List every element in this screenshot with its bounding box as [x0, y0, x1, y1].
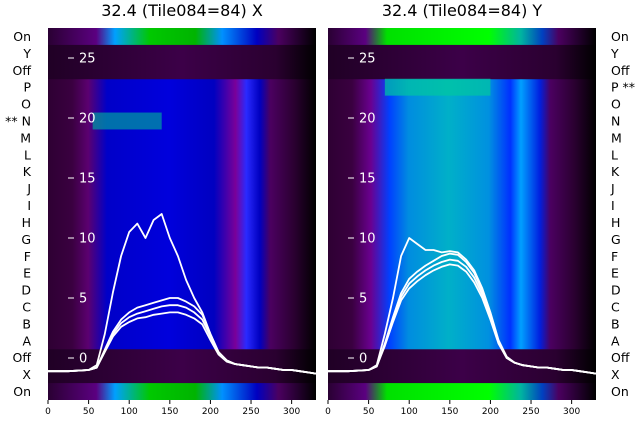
xtick-label-y-300: 300 — [563, 407, 580, 417]
xtick-label-y-0: 0 — [325, 407, 331, 417]
ytick-label-x-0: 0 — [79, 352, 87, 367]
row-label-left: On — [13, 384, 31, 399]
row-label-right: On — [611, 29, 629, 44]
row-label-left: On — [13, 29, 31, 44]
band-on-bottom-x — [48, 383, 316, 400]
row-label-left: G — [21, 232, 31, 247]
ytick-label-y-20: 20 — [359, 112, 376, 127]
band-on-bottom-y — [328, 383, 596, 400]
row-label-right: K — [611, 164, 620, 179]
row-label-left: B — [22, 316, 31, 331]
row-label-right: On — [611, 384, 629, 399]
ytick-label-x-15: 15 — [79, 172, 96, 187]
row-label-left: Off — [13, 350, 32, 365]
xtick-label-y-150: 150 — [441, 407, 458, 417]
xtick-label-x-200: 200 — [202, 407, 219, 417]
row-label-left: ** N — [5, 114, 31, 129]
row-label-left: P — [23, 80, 31, 95]
xtick-label-y-250: 250 — [522, 407, 539, 417]
ytick-label-y-10: 10 — [359, 232, 376, 247]
row-label-right: C — [611, 300, 620, 315]
xtick-label-y-200: 200 — [482, 407, 499, 417]
row-label-left: K — [23, 164, 32, 179]
ytick-label-y-25: 25 — [359, 52, 376, 67]
band-off-bottom-y — [328, 349, 596, 367]
row-label-right: A — [611, 333, 620, 348]
ytick-label-x-10: 10 — [79, 232, 96, 247]
row-label-right: O — [611, 97, 621, 112]
row-label-right: Y — [610, 46, 619, 61]
band-on-top-x — [48, 28, 316, 46]
row-label-right: D — [611, 283, 621, 298]
row-label-left: H — [22, 215, 31, 230]
overlay-curve-x-3 — [48, 213, 316, 375]
row-label-right: F — [611, 249, 618, 264]
band-y-y — [328, 44, 596, 63]
xtick-label-y-50: 50 — [363, 407, 375, 417]
overlay-curve-y-3 — [328, 237, 596, 375]
row-label-left: Y — [22, 46, 31, 61]
xtick-label-x-250: 250 — [242, 407, 259, 417]
band-x-x — [48, 366, 316, 384]
xtick-label-x-100: 100 — [121, 407, 138, 417]
row-label-right: J — [610, 181, 615, 196]
row-label-right: B — [611, 316, 620, 331]
ytick-label-x-20: 20 — [79, 112, 96, 127]
row-label-left: O — [21, 97, 31, 112]
xtick-label-x-0: 0 — [45, 407, 51, 417]
row-label-left: J — [26, 181, 31, 196]
band-off-top-x — [48, 61, 316, 80]
ytick-label-x-5: 5 — [79, 292, 87, 307]
row-label-left: I — [27, 198, 31, 213]
ytick-label-y-5: 5 — [359, 292, 367, 307]
title-y: 32.4 (Tile084=84) Y — [382, 1, 543, 20]
ytick-label-x-25: 25 — [79, 52, 96, 67]
row-label-right: H — [611, 215, 620, 230]
row-label-left: E — [23, 266, 31, 281]
row-label-right: Off — [611, 350, 630, 365]
row-label-left: X — [22, 367, 31, 382]
band-on-top-y — [328, 28, 596, 46]
highlight-row-y — [384, 78, 491, 96]
row-label-left: Off — [13, 63, 32, 78]
row-label-right: P ** — [611, 80, 635, 95]
highlight-row-x — [92, 112, 162, 130]
row-label-right: X — [611, 367, 620, 382]
ytick-label-y-15: 15 — [359, 172, 376, 187]
y-ticks-x: 0 5 10 15 20 25 — [68, 52, 96, 367]
row-label-left: F — [24, 249, 31, 264]
band-off-top-y — [328, 61, 596, 80]
row-label-right: G — [611, 232, 621, 247]
title-x: 32.4 (Tile084=84) X — [101, 1, 263, 20]
band-off-bottom-x — [48, 349, 316, 367]
row-label-left: L — [24, 147, 31, 162]
row-label-right: M — [611, 130, 622, 145]
row-label-right: I — [611, 198, 615, 213]
xtick-label-x-50: 50 — [83, 407, 95, 417]
band-y-x — [48, 44, 316, 63]
x-ticks-y: 0 50 100 150 200 250 300 — [325, 400, 580, 417]
row-label-left: M — [20, 130, 31, 145]
heatmap-panel-y — [328, 28, 596, 400]
row-label-right: E — [611, 266, 619, 281]
xtick-label-x-300: 300 — [283, 407, 300, 417]
band-x-y — [328, 366, 596, 384]
row-label-right: Off — [611, 63, 630, 78]
ytick-label-y-0: 0 — [359, 352, 367, 367]
row-label-left: C — [22, 300, 31, 315]
row-label-left: D — [21, 283, 31, 298]
xtick-label-y-100: 100 — [401, 407, 418, 417]
row-label-left: A — [22, 333, 31, 348]
row-label-right: N — [611, 114, 620, 129]
heatmap-panel-x — [48, 28, 316, 400]
row-label-right: L — [611, 147, 618, 162]
xtick-label-x-150: 150 — [161, 407, 178, 417]
y-ticks-y: 0 5 10 15 20 25 — [348, 52, 376, 367]
x-ticks-x: 0 50 100 150 200 250 300 — [45, 400, 300, 417]
